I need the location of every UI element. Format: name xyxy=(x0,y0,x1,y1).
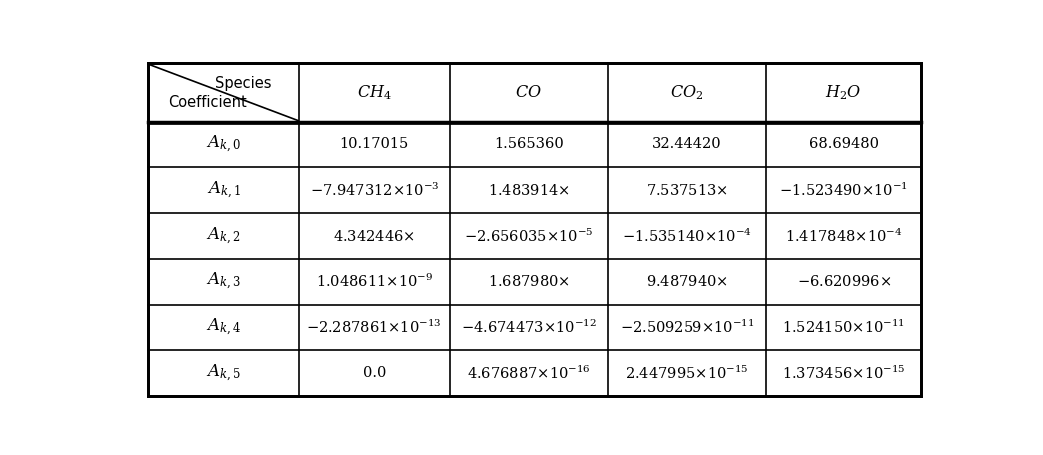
Text: $-2.509259{\times}10^{-11}$: $-2.509259{\times}10^{-11}$ xyxy=(620,319,754,336)
Text: $1.687980{\times}$: $1.687980{\times}$ xyxy=(488,274,569,289)
Text: $\mathit{H_2O}$: $\mathit{H_2O}$ xyxy=(825,83,862,102)
Text: $-4.674473{\times}10^{-12}$: $-4.674473{\times}10^{-12}$ xyxy=(461,319,597,336)
Text: 0.0: 0.0 xyxy=(363,366,386,380)
Text: $-1.523490{\times}10^{-1}$: $-1.523490{\times}10^{-1}$ xyxy=(779,182,908,199)
Text: $1.373456{\times}10^{-15}$: $1.373456{\times}10^{-15}$ xyxy=(782,364,905,382)
Text: $A_{k,4}$: $A_{k,4}$ xyxy=(207,317,241,338)
Text: 10.17015: 10.17015 xyxy=(340,137,409,152)
Text: 32.44420: 32.44420 xyxy=(652,137,722,152)
Text: $A_{k,1}$: $A_{k,1}$ xyxy=(207,180,241,201)
Text: $A_{k,0}$: $A_{k,0}$ xyxy=(207,134,241,155)
Text: Species: Species xyxy=(216,76,272,91)
Text: Coefficient: Coefficient xyxy=(168,95,247,110)
Text: $1.524150{\times}10^{-11}$: $1.524150{\times}10^{-11}$ xyxy=(782,319,905,336)
Text: $9.487940{\times}$: $9.487940{\times}$ xyxy=(647,274,728,289)
Text: $-2.656035{\times}10^{-5}$: $-2.656035{\times}10^{-5}$ xyxy=(464,228,593,245)
Text: $-2.287861{\times}10^{-13}$: $-2.287861{\times}10^{-13}$ xyxy=(307,319,442,336)
Text: $1.483914{\times}$: $1.483914{\times}$ xyxy=(488,183,569,198)
Text: $A_{k,5}$: $A_{k,5}$ xyxy=(207,363,241,384)
Text: $\mathit{CO}$: $\mathit{CO}$ xyxy=(515,84,542,101)
Text: $A_{k,3}$: $A_{k,3}$ xyxy=(207,271,241,292)
Text: $A_{k,2}$: $A_{k,2}$ xyxy=(207,226,241,247)
Text: $-6.620996{\times}$: $-6.620996{\times}$ xyxy=(797,274,891,289)
Text: $\mathit{CO_2}$: $\mathit{CO_2}$ xyxy=(671,83,704,102)
Text: $7.537513{\times}$: $7.537513{\times}$ xyxy=(647,183,728,198)
Text: 1.565360: 1.565360 xyxy=(494,137,563,152)
Text: $-1.535140{\times}10^{-4}$: $-1.535140{\times}10^{-4}$ xyxy=(623,228,752,245)
Text: $1.048611{\times}10^{-9}$: $1.048611{\times}10^{-9}$ xyxy=(316,273,433,290)
Text: $1.417848{\times}10^{-4}$: $1.417848{\times}10^{-4}$ xyxy=(785,228,902,245)
Text: $4.676887{\times}10^{-16}$: $4.676887{\times}10^{-16}$ xyxy=(467,364,590,382)
Text: $4.342446{\times}$: $4.342446{\times}$ xyxy=(333,228,415,243)
Text: $2.447995{\times}10^{-15}$: $2.447995{\times}10^{-15}$ xyxy=(626,364,749,382)
Text: $\mathit{CH_4}$: $\mathit{CH_4}$ xyxy=(357,83,391,102)
Text: $-7.947312{\times}10^{-3}$: $-7.947312{\times}10^{-3}$ xyxy=(310,182,439,199)
Text: 68.69480: 68.69480 xyxy=(808,137,878,152)
